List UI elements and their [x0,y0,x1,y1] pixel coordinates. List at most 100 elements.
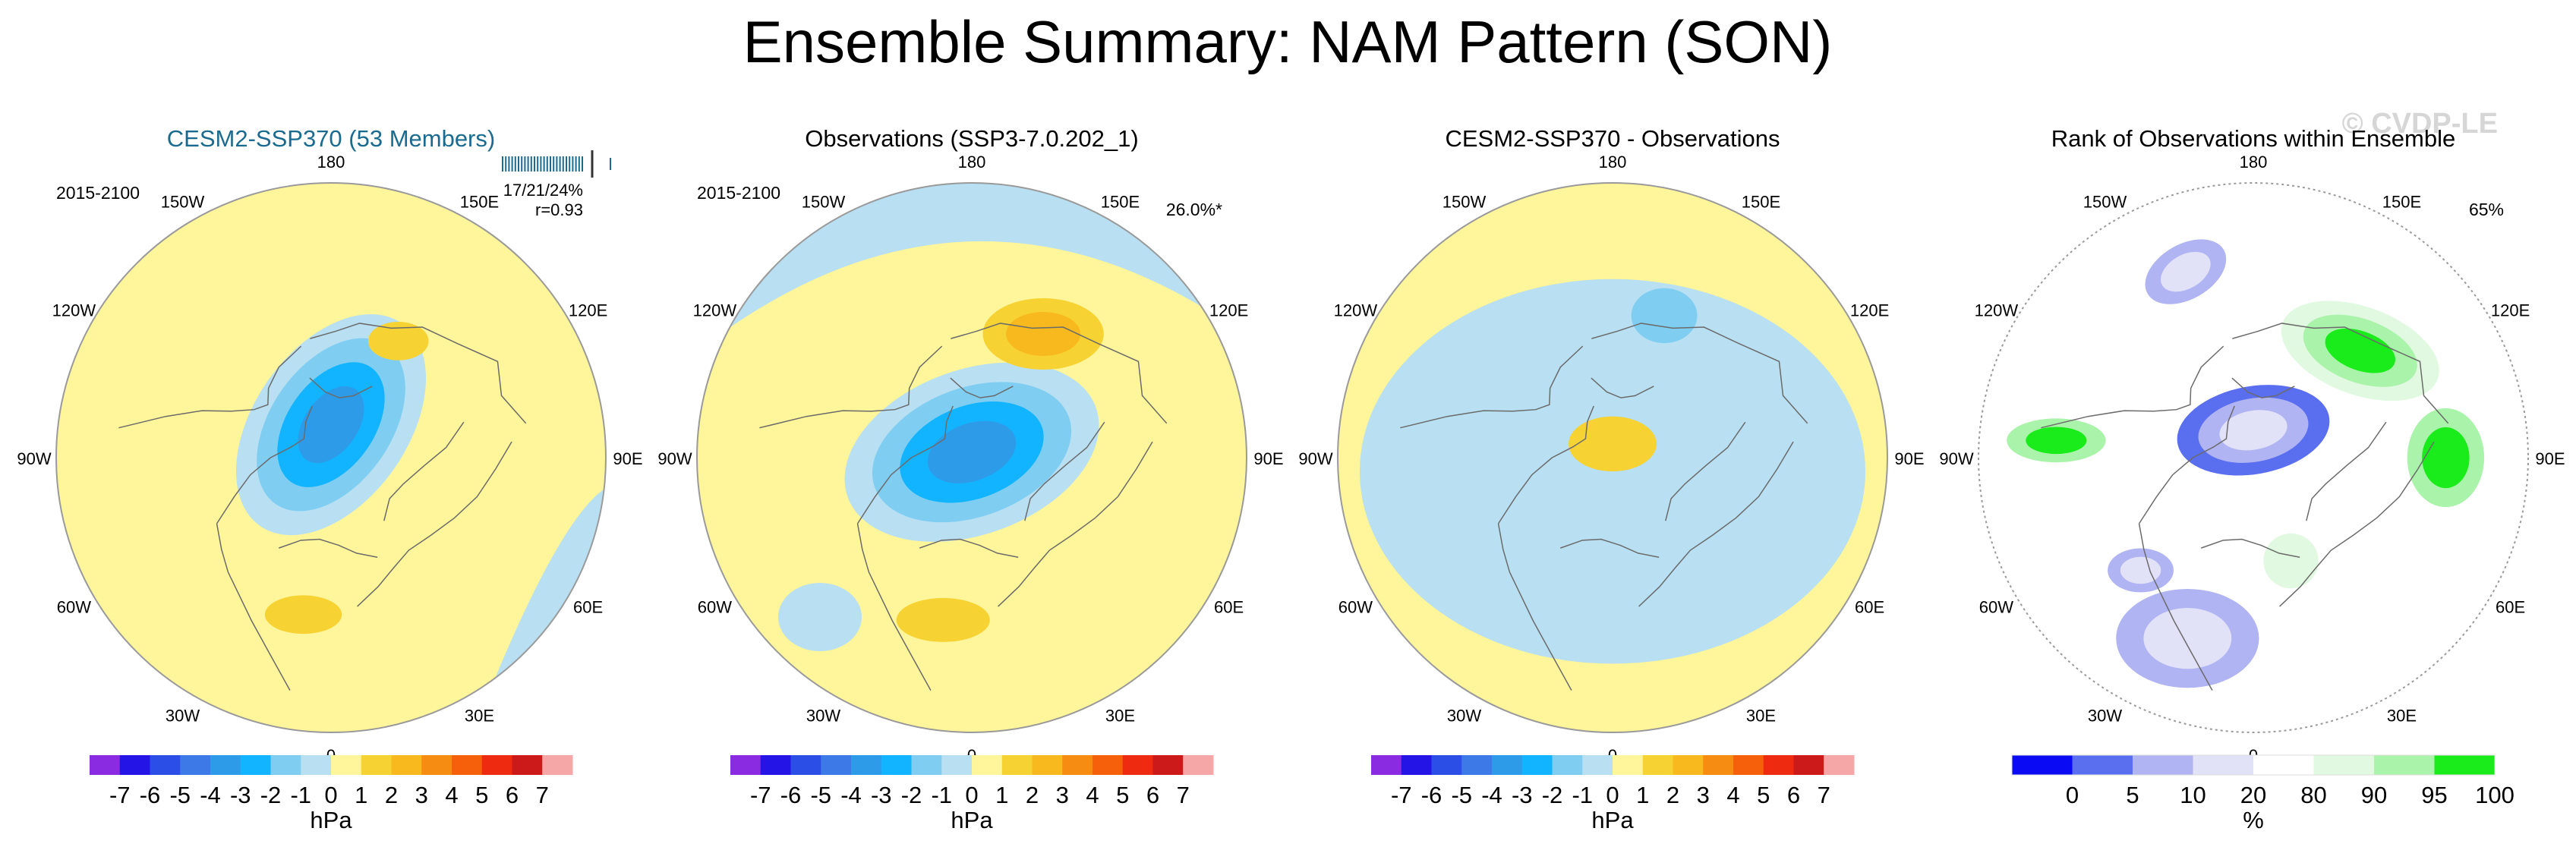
colorbar-label: 2 [1666,782,1679,808]
colorbar-label: 5 [2126,782,2139,808]
colorbar-swatch [331,755,362,775]
colorbar-swatch [1062,755,1093,775]
longitude-label: 90W [17,449,51,468]
colorbar-swatch [1763,755,1794,775]
colorbar-swatch [1492,755,1523,775]
coastline [357,441,512,607]
colorbar-swatch [1401,755,1432,775]
colorbar-label: 5 [475,782,488,808]
contour-east-high [2422,427,2470,489]
colorbar-swatch [240,755,271,775]
longitude-label: 60W [1979,597,2013,616]
longitude-label: 120E [569,301,607,320]
colorbar-swatch [1552,755,1583,775]
colorbar-label: 1 [995,782,1008,808]
longitude-label: 30W [1447,707,1481,726]
colorbar-swatch [542,755,573,775]
colorbar-swatch [1613,755,1644,775]
colorbar-swatch [301,755,332,775]
coastline [216,405,313,524]
longitude-label: 60W [698,597,732,616]
longitude-label: 120W [1334,301,1378,320]
contour-band [697,183,1247,351]
map-border [1978,182,2529,733]
colorbar-swatch [881,755,912,775]
colorbar-label: 0 [2066,782,2079,808]
colorbar-label: 7 [1177,782,1190,808]
colorbar-units: % [2243,807,2264,833]
colorbar-swatch [2012,755,2073,775]
colorbar-label: 6 [506,782,519,808]
longitude-label: 60E [1855,597,1884,616]
colorbar-swatch [972,755,1003,775]
colorbar-swatch [821,755,852,775]
contour-pacific [367,322,429,361]
colorbar-label: 0 [1606,782,1619,808]
contour-pacific [1006,312,1081,356]
colorbar: 0 5 10 20 80 90 95 100% [2011,754,2515,833]
figure-title: Ensemble Summary: NAM Pattern (SON) [743,8,1833,75]
colorbar-label: -5 [169,782,191,808]
contour-field [697,183,1247,691]
colorbar-swatch [2374,755,2435,775]
longitude-label: 180 [958,153,986,172]
coastline [951,323,1168,424]
longitude-label: 120W [1975,301,2019,320]
panel-observations: 180 150E 120E 90E 60E 30E 0 30W 60W 90W 120W 150W Ob… [657,125,1283,833]
colorbar-label: 0 [324,782,337,808]
longitude-label: 150W [802,192,846,211]
coastline [1024,421,1105,521]
longitude-label: 180 [1599,153,1627,172]
longitude-label: 60E [573,597,603,616]
colorbar-label: 0 [965,782,978,808]
colorbar-label: 2 [1026,782,1039,808]
coastline [919,538,1019,558]
panel-title: Rank of Observations within Ensemble [2051,125,2455,152]
coastline [1497,405,1594,524]
colorbar-label: 1 [1636,782,1649,808]
colorbar-label: 7 [1818,782,1830,808]
longitude-label: 90W [1939,449,1973,468]
colorbar-label: 4 [445,782,458,808]
map-border [1337,182,1888,733]
longitude-label: 30E [1746,707,1776,726]
colorbar-label: -4 [840,782,862,808]
coastline [856,405,954,524]
contour-field [1338,183,1887,691]
colorbar-swatch [452,755,483,775]
longitude-label: 120E [2491,301,2530,320]
colorbar-label: -1 [1572,782,1593,808]
colorbar-label: -2 [260,782,282,808]
longitude-label: 150E [2382,192,2421,211]
pattern-stat: 65% [2469,200,2504,219]
panel-rank: 180 150E 120E 90E 60E 30E 0 30W 60W 90W 120W 150W Ra… [1939,125,2565,833]
colorbar-label: -2 [901,782,922,808]
colorbar-label: 3 [1697,782,1710,808]
colorbar-label: 4 [1086,782,1099,808]
coastline [998,441,1153,607]
watermark: © CVDP-LE [2342,108,2498,140]
colorbar-label: 6 [1787,782,1800,808]
colorbar-swatch [2253,755,2314,775]
contour-pole [927,420,1017,483]
contour-pacific-high [2325,328,2395,373]
contour-nw-low [2161,251,2211,292]
map-border [55,182,607,733]
map-border [696,182,1247,733]
contour-atlantic [896,597,990,642]
colorbar-swatch [270,755,301,775]
longitude-label: 30E [2387,707,2417,726]
panel-title: CESM2-SSP370 (53 Members) [167,125,495,152]
colorbar-swatch [210,755,241,775]
longitude-label: 90E [1253,449,1283,468]
coastline [216,523,291,691]
colorbar-label: 6 [1146,782,1159,808]
coastline [309,377,373,398]
coastline [1559,538,1660,558]
longitude-label: 60E [2496,597,2525,616]
period-label: 2015-2100 [56,183,140,203]
colorbar-label: -3 [230,782,251,808]
colorbar-swatch [180,755,211,775]
colorbar-label: 5 [1116,782,1129,808]
